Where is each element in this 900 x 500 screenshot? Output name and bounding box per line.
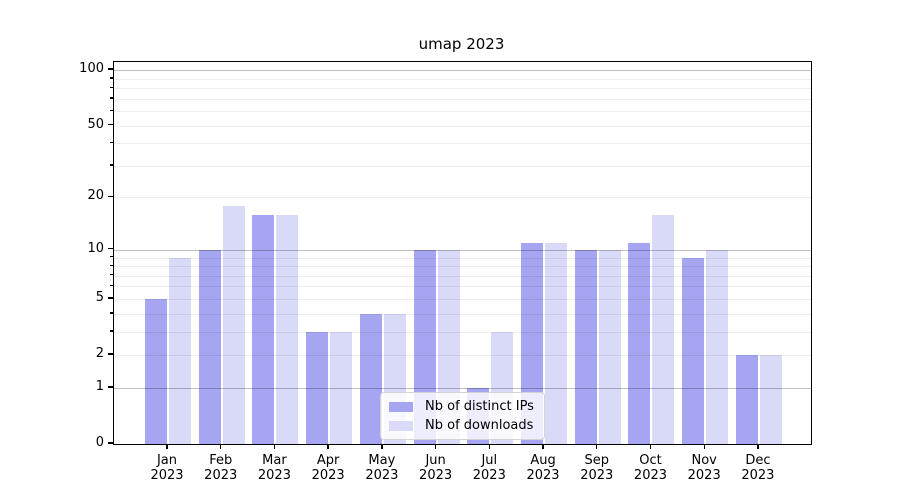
- bar-nb-of-distinct-ips-jan-2023: [145, 298, 167, 444]
- gridline-major-100: [114, 70, 811, 72]
- y-tick-label-5: 5: [95, 289, 104, 305]
- gridline-minor-90: [114, 78, 811, 80]
- gridline-minor-80: [114, 88, 811, 90]
- y-tick-5: [108, 297, 113, 299]
- bar-nb-of-downloads-feb-2023: [222, 205, 245, 444]
- x-tick-feb-2023: [220, 444, 222, 450]
- bar-nb-of-downloads-aug-2023: [545, 242, 568, 444]
- x-tick-aug-2023: [542, 444, 544, 450]
- bar-nb-of-downloads-nov-2023: [706, 249, 729, 444]
- x-tick-label-dec-2023: Dec 2023: [741, 453, 775, 483]
- bar-nb-of-distinct-ips-dec-2023: [735, 355, 758, 444]
- y-minortick-60: [110, 109, 113, 111]
- legend-swatch-downloads: [389, 420, 413, 431]
- x-tick-mar-2023: [273, 444, 276, 450]
- x-tick-jul-2023: [488, 444, 490, 450]
- bar-nb-of-downloads-dec-2023: [759, 355, 782, 444]
- x-tick-jun-2023: [434, 444, 437, 450]
- gridline-minor-70: [114, 98, 811, 100]
- y-tick-20: [108, 195, 113, 198]
- y-minortick-90: [110, 77, 113, 79]
- y-minortick-6: [110, 284, 113, 287]
- bar-nb-of-downloads-mar-2023: [276, 214, 299, 444]
- bar-nb-of-distinct-ips-sep-2023: [574, 249, 597, 444]
- x-tick-label-jul-2023: Jul 2023: [472, 453, 506, 483]
- x-tick-label-aug-2023: Aug 2023: [526, 453, 560, 483]
- y-minortick-3: [110, 330, 113, 332]
- y-minortick-30: [110, 164, 113, 166]
- bar-nb-of-distinct-ips-apr-2023: [306, 331, 329, 444]
- y-minortick-70: [110, 97, 113, 99]
- y-minortick-4: [110, 312, 113, 314]
- y-tick-label-2: 2: [95, 346, 104, 362]
- plot-area: Nb of distinct IPs Nb of downloads: [113, 61, 812, 445]
- x-tick-label-apr-2023: Apr 2023: [311, 453, 345, 483]
- y-minortick-80: [110, 86, 113, 88]
- legend-label-distinct-ips: Nb of distinct IPs: [425, 399, 534, 414]
- bar-nb-of-downloads-oct-2023: [652, 214, 675, 444]
- gridline-minor-50: [114, 125, 811, 127]
- y-tick-label-50: 50: [87, 116, 104, 132]
- x-tick-jan-2023: [166, 444, 168, 450]
- y-tick-label-0: 0: [95, 435, 104, 450]
- y-tick-label-1: 1: [95, 378, 104, 394]
- x-tick-sep-2023: [596, 444, 598, 450]
- x-tick-apr-2023: [327, 444, 329, 450]
- y-minortick-9: [110, 256, 113, 258]
- gridline-minor-20: [114, 197, 811, 199]
- x-tick-label-may-2023: May 2023: [365, 453, 399, 483]
- legend-row: Nb of downloads: [389, 418, 534, 433]
- bar-nb-of-distinct-ips-nov-2023: [682, 257, 705, 444]
- x-tick-label-oct-2023: Oct 2023: [633, 453, 668, 483]
- y-tick-label-10: 10: [87, 240, 104, 256]
- y-minortick-7: [110, 274, 113, 276]
- x-tick-dec-2023: [757, 444, 759, 450]
- x-tick-label-jan-2023: Jan 2023: [150, 453, 184, 483]
- x-tick-label-feb-2023: Feb 2023: [204, 453, 238, 483]
- legend-label-downloads: Nb of downloads: [425, 418, 534, 433]
- y-tick-100: [108, 68, 113, 70]
- x-tick-label-sep-2023: Sep 2023: [580, 453, 614, 483]
- legend: Nb of distinct IPs Nb of downloads: [380, 392, 545, 440]
- chart-title: umap 2023: [418, 35, 505, 53]
- bar-nb-of-distinct-ips-oct-2023: [628, 242, 651, 444]
- bar-nb-of-distinct-ips-may-2023: [359, 313, 382, 444]
- x-tick-oct-2023: [649, 444, 652, 450]
- x-tick-label-mar-2023: Mar 2023: [257, 453, 291, 483]
- gridline-minor-40: [114, 143, 811, 145]
- y-minortick-8: [110, 264, 113, 266]
- x-tick-label-nov-2023: Nov 2023: [687, 453, 721, 483]
- bar-nb-of-downloads-sep-2023: [598, 249, 621, 444]
- y-tick-50: [108, 123, 113, 126]
- y-tick-1: [108, 386, 113, 388]
- bar-nb-of-downloads-jan-2023: [169, 257, 191, 444]
- x-tick-label-jun-2023: Jun 2023: [419, 453, 453, 483]
- y-tick-0: [108, 442, 113, 444]
- y-tick-2: [108, 353, 113, 355]
- x-tick-nov-2023: [703, 444, 705, 450]
- legend-row: Nb of distinct IPs: [389, 399, 534, 414]
- gridline-minor-60: [114, 111, 811, 113]
- y-tick-10: [108, 248, 113, 250]
- bar-nb-of-distinct-ips-mar-2023: [252, 214, 275, 444]
- y-tick-label-100: 100: [79, 61, 104, 77]
- bar-nb-of-distinct-ips-feb-2023: [198, 249, 221, 444]
- y-tick-label-20: 20: [87, 188, 104, 204]
- bar-nb-of-downloads-apr-2023: [330, 331, 353, 444]
- y-minortick-40: [110, 141, 113, 144]
- x-tick-may-2023: [381, 444, 383, 450]
- gridline-minor-30: [114, 165, 811, 167]
- legend-swatch-distinct-ips: [389, 401, 413, 412]
